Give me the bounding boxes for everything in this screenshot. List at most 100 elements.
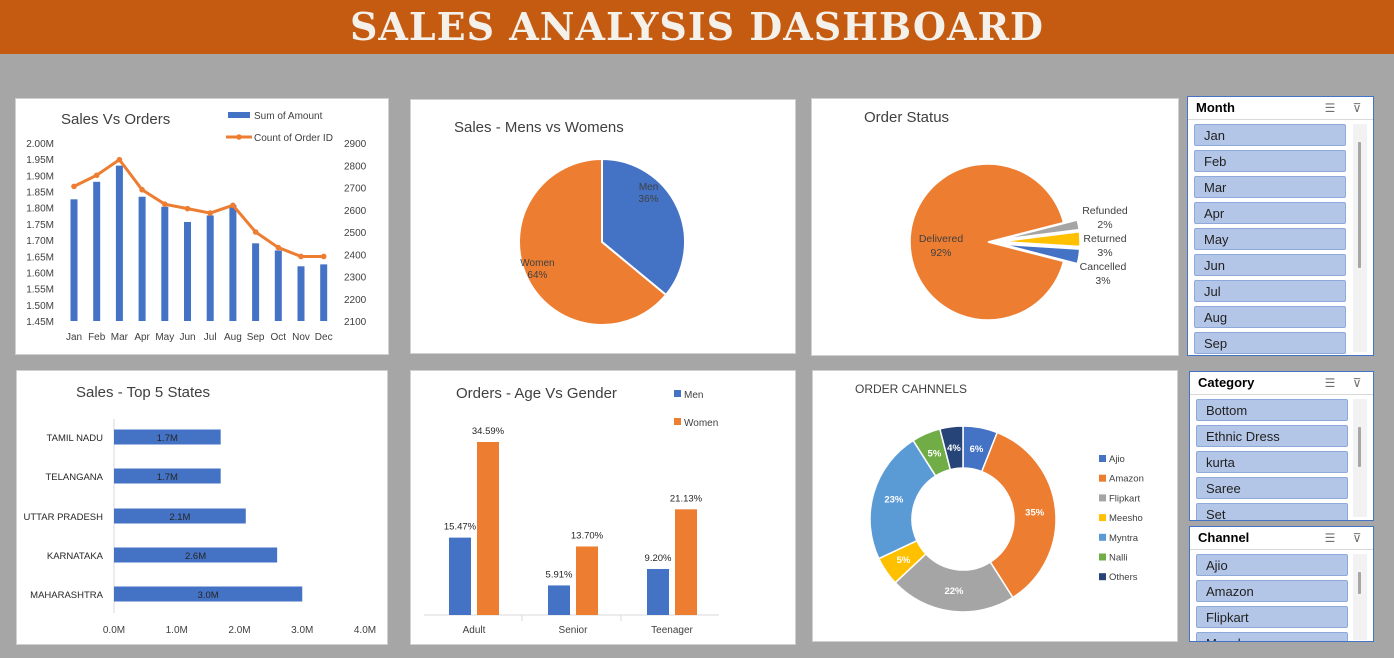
clear-filter-icon[interactable]: ⊽ [1352,101,1362,115]
multi-select-icon[interactable]: ☰ [1324,376,1336,390]
bar-data-label: 2.6M [185,551,206,562]
orders-point [184,205,191,212]
top-5-states-panel: Sales - Top 5 States TAMIL NADU 1.7M TELAN… [16,370,388,645]
y-tick-label: MAHARASHTRA [30,590,104,601]
pie-slice-delivered [909,163,1065,321]
y-left-tick-label: 1.60M [26,268,54,279]
men-bar [548,585,570,615]
legend-swatch [1099,573,1106,581]
pie-slice-returned [1001,230,1081,248]
orders-point [275,244,282,251]
women-bar [675,509,697,615]
state-bar [114,508,246,524]
bar-data-label: 21.13% [670,493,703,504]
orders-point [116,156,123,163]
sales-vs-orders-chart: 2.00M 1.95M 1.90M 1.85M 1.80M 1.75M 1.70M 1.65M… [26,111,367,343]
slice-label: Cancelled [1080,261,1127,273]
y-right-tick-label: 2800 [344,161,367,172]
x-tick-label: Nov [292,332,310,343]
chart-title: Order Status [864,109,950,126]
sales-bar [138,196,146,321]
legend-swatch [1099,474,1106,482]
sales-bar [252,243,260,321]
sales-vs-orders-panel: Sales Vs Orders 2.00M 1.95M 1.90M 1.85M 1.80… [15,98,389,355]
clear-filter-icon[interactable]: ⊽ [1352,376,1362,390]
x-tick-label: Feb [88,332,106,343]
pie-slice-refunded [1001,219,1080,241]
orders-point [252,229,259,235]
scrollbar[interactable] [1353,554,1367,640]
slicer-item-set[interactable]: Set [1196,503,1348,520]
orders-point [320,253,327,260]
orders-age-gender-chart: 15.47% 34.59% Adult 5.91% 13.70% Senior 9.20% 2… [424,390,719,636]
y-right-tick-label: 2600 [344,206,367,217]
women-bar [477,442,499,615]
slice-value-label: 64% [527,270,547,281]
slicer-item-flipkart[interactable]: Flipkart [1196,606,1348,628]
y-right-tick-label: 2300 [344,273,367,284]
slicer-item-mar[interactable]: Mar [1194,176,1346,198]
y-right-tick-label: 2200 [344,295,367,306]
x-tick-label: Jun [179,332,195,343]
order-channels-panel: ORDER CAHNNELS 6% Ajio 35% Amazon 22% Flipkar… [812,370,1178,642]
slicer-item-feb[interactable]: Feb [1194,150,1346,172]
doughnut-slice-amazon [980,431,1057,599]
y-left-tick-label: 1.85M [26,188,54,199]
y-left-tick-label: 1.95M [26,155,54,166]
slice-value-label: 23% [884,494,904,505]
clear-filter-icon[interactable]: ⊽ [1352,531,1362,545]
legend-label: Ajio [1109,454,1125,465]
slice-value-label: 35% [1025,508,1045,519]
slicer-item-apr[interactable]: Apr [1194,202,1346,224]
sales-bar [184,221,191,321]
slicer-item-jan[interactable]: Jan [1194,124,1346,146]
y-tick-label: TAMIL NADU [47,433,104,444]
slicer-item-ajio[interactable]: Ajio [1196,554,1348,576]
y-left-tick-label: 1.75M [26,220,54,231]
scrollbar[interactable] [1353,124,1367,352]
slicer-item-sep[interactable]: Sep [1194,332,1346,354]
legend-swatch [1099,514,1106,522]
slicer-item-kurta[interactable]: kurta [1196,451,1348,473]
bar-data-label: 15.47% [444,522,477,533]
slicer-item-meesho[interactable]: Meesho [1196,632,1348,641]
order-channels-chart: 6% Ajio 35% Amazon 22% Flipkart 5% Meesho 23% Myn… [869,425,1144,613]
legend-swatch [1099,494,1106,502]
y-tick-label: UTTAR PRADESH [23,512,103,523]
y-right-tick-label: 2700 [344,184,367,195]
legend-label: Others [1109,572,1138,583]
slicer-item-ethnic-dress[interactable]: Ethnic Dress [1196,425,1348,447]
chart-title: Sales - Top 5 States [76,384,210,401]
slicer-item-amazon[interactable]: Amazon [1196,580,1348,602]
y-left-tick-label: 1.45M [26,317,54,328]
legend-label: Flipkart [1109,493,1141,504]
multi-select-icon[interactable]: ☰ [1324,101,1336,115]
multi-select-icon[interactable]: ☰ [1324,531,1336,545]
channel-slicer: Channel ☰ ⊽ Ajio Amazon Flipkart Meesho [1189,526,1374,642]
x-tick-label: Jul [204,332,217,343]
legend-label: Myntra [1109,533,1139,544]
slice-label: Women [520,258,554,269]
category-slicer: Category ☰ ⊽ Bottom Ethnic Dress kurta Sare… [1189,371,1374,521]
doughnut-slice-others [938,425,964,471]
slicer-item-may[interactable]: May [1194,228,1346,250]
sales-bar [297,266,305,321]
orders-age-gender-panel: Orders - Age Vs Gender 15.47% 34.59% Adult… [410,370,796,645]
chart-title: Sales - Mens vs Womens [454,119,624,136]
slicer-title: Channel [1198,530,1250,545]
sales-bar [229,205,237,321]
bar-data-label: 1.7M [157,433,178,444]
order-status-panel: Order Status Delivered 92% Refunded 2% Retur… [811,98,1179,356]
slice-value-label: 36% [639,194,659,205]
slicer-item-jul[interactable]: Jul [1194,280,1346,302]
slicer-item-bottom[interactable]: Bottom [1196,399,1348,421]
x-tick-label: Apr [134,332,150,343]
legend-label: Men [684,390,703,401]
x-tick-label: 4.0M [354,625,376,636]
legend-swatch [1099,553,1106,561]
slicer-item-saree[interactable]: Saree [1196,477,1348,499]
slicer-item-aug[interactable]: Aug [1194,306,1346,328]
scrollbar[interactable] [1353,399,1367,517]
slicer-item-jun[interactable]: Jun [1194,254,1346,276]
